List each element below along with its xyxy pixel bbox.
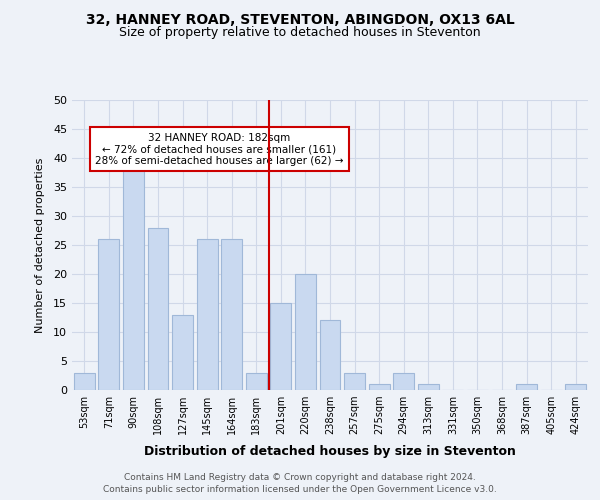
Bar [393,372,414,390]
Bar [197,239,218,390]
Bar [74,372,95,390]
Text: 32, HANNEY ROAD, STEVENTON, ABINGDON, OX13 6AL: 32, HANNEY ROAD, STEVENTON, ABINGDON, OX… [86,12,514,26]
Bar [246,372,267,390]
Bar [295,274,316,390]
Text: Contains public sector information licensed under the Open Government Licence v3: Contains public sector information licen… [103,485,497,494]
Bar [271,303,292,390]
Text: Size of property relative to detached houses in Steventon: Size of property relative to detached ho… [119,26,481,39]
Bar [565,384,586,390]
Bar [344,372,365,390]
X-axis label: Distribution of detached houses by size in Steventon: Distribution of detached houses by size … [144,446,516,458]
Text: Contains HM Land Registry data © Crown copyright and database right 2024.: Contains HM Land Registry data © Crown c… [124,472,476,482]
Bar [98,239,119,390]
Bar [368,384,389,390]
Bar [172,314,193,390]
Text: 32 HANNEY ROAD: 182sqm
← 72% of detached houses are smaller (161)
28% of semi-de: 32 HANNEY ROAD: 182sqm ← 72% of detached… [95,132,343,166]
Bar [418,384,439,390]
Bar [221,239,242,390]
Bar [148,228,169,390]
Bar [320,320,340,390]
Bar [516,384,537,390]
Bar [123,146,144,390]
Y-axis label: Number of detached properties: Number of detached properties [35,158,44,332]
